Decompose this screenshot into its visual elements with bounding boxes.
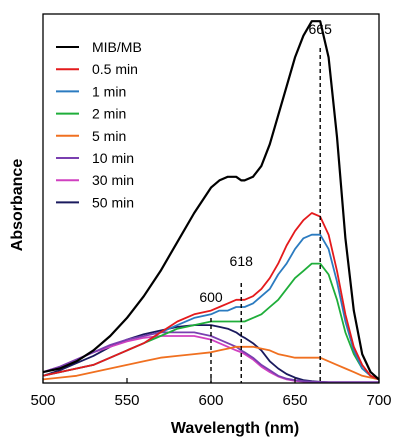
legend-label-5-min: 5 min <box>92 128 126 144</box>
legend-label-2-min: 2 min <box>92 106 126 122</box>
legend-label-10-min: 10 min <box>92 150 134 166</box>
peak-label-618: 618 <box>230 253 254 269</box>
x-axis: 500 550 600 650 700 <box>30 378 392 409</box>
x-tick-label-600: 600 <box>198 392 223 409</box>
legend-label-30-min: 30 min <box>92 172 134 188</box>
x-tick-label-700: 700 <box>366 392 391 409</box>
x-axis-title: Wavelength (nm) <box>171 420 299 437</box>
y-axis-title: Absorbance <box>9 159 26 252</box>
legend-label-50-min: 50 min <box>92 194 134 210</box>
peak-label-665: 665 <box>309 21 333 37</box>
x-tick-label-650: 650 <box>282 392 307 409</box>
series-line-5-min <box>43 345 379 381</box>
legend-label-0-5-min: 0.5 min <box>92 61 138 77</box>
series-line-0-5-min <box>43 212 379 381</box>
legend-label-mib-mb: MIB/MB <box>92 39 142 55</box>
peak-label-600: 600 <box>199 289 223 305</box>
annotation-layer: 665 618 600 <box>199 21 332 383</box>
legend: MIB/MB 0.5 min 1 min 2 min 5 min 10 min 30 min… <box>56 39 142 210</box>
x-tick-label-550: 550 <box>114 392 139 409</box>
plot-area <box>42 13 380 384</box>
series-lines <box>43 20 379 383</box>
series-line-1-min <box>43 233 379 381</box>
legend-label-1-min: 1 min <box>92 83 126 99</box>
series-line-mib-mb <box>43 20 379 381</box>
x-tick-label-500: 500 <box>30 392 55 409</box>
series-line-10-min <box>43 331 379 383</box>
